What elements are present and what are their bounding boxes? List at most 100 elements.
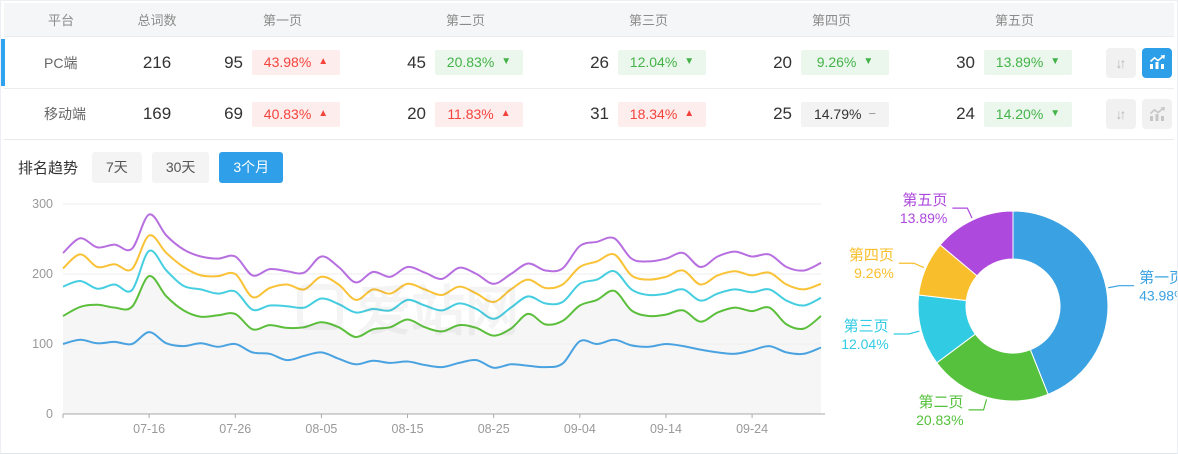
tab-7days[interactable]: 7天 [92,152,142,183]
table-header: 平台 总词数 第一页 第二页 第三页 第四页 第五页 [4,3,1174,36]
svg-text:第一页: 第一页 [1139,269,1178,287]
pct-value: 20.83% [446,54,495,70]
trend-arrow-icon: ▼ [1050,107,1061,119]
trend-arrow-icon: ▲ [318,107,329,119]
svg-text:08-05: 08-05 [305,422,337,436]
svg-text:09-14: 09-14 [650,422,682,436]
col-header-page4: 第四页 [811,13,851,28]
svg-text:12.04%: 12.04% [841,336,888,352]
platform-label: PC端 [44,54,78,71]
page3-pct-badge: 18.34% ▲ [618,101,706,127]
pct-value: 18.34% [629,105,678,122]
page4-pct-badge: 14.79% − [801,101,889,127]
page4-pct-badge: 9.26% ▼ [801,50,889,75]
sort-toggle-button[interactable]: ↓↑ [1106,47,1136,78]
col-header-page2: 第二页 [445,13,485,28]
sort-toggle-button[interactable]: ↓↑ [1106,99,1136,129]
line-chart-canvas: 0 100 200 300 07-16 07-26 08-05 08-15 08-25 09-04… [32,197,825,436]
page4-count: 20 [773,52,792,72]
sort-arrows-icon: ↓↑ [1115,54,1127,71]
page2-count: 45 [407,52,426,72]
col-header-page1: 第一页 [262,13,302,28]
trend-arrow-icon: − [868,106,877,121]
col-header-platform: 平台 [48,13,75,28]
pct-value: 9.26% [816,54,857,70]
page1-count: 69 [224,104,243,123]
page4-cell: 20 9.26% ▼ [740,50,923,75]
tab-3months[interactable]: 3个月 [219,152,284,183]
page5-cell: 24 14.20% ▼ [923,101,1106,127]
page3-count: 26 [590,52,609,72]
tab-30days[interactable]: 30天 [151,152,210,183]
page1-count: 95 [224,52,243,72]
ranking-table: 平台 总词数 第一页 第二页 第三页 第四页 第五页 PC端 216 95 43… [1,3,1174,140]
table-row-pc[interactable]: PC端 216 95 43.98% ▲ 45 20.83% ▼ 26 12.04% ▼… [1,36,1174,88]
pct-value: 14.20% [995,105,1044,122]
svg-text:43.98%: 43.98% [1139,288,1178,304]
page3-cell: 31 18.34% ▲ [557,101,740,127]
trend-arrow-icon: ▼ [863,56,874,67]
trend-title: 排名趋势 [18,160,79,177]
page1-pct-badge: 43.98% ▲ [252,50,340,75]
table-row-mobile[interactable]: 移动端 169 69 40.83% ▲ 20 11.83% ▲ 31 18.34% ▲… [4,88,1174,140]
page2-cell: 45 20.83% ▼ [374,50,557,75]
svg-text:08-25: 08-25 [478,422,510,436]
trend-arrow-icon: ▼ [1050,56,1061,67]
ranking-trend-line-chart: 0 100 200 300 07-16 07-26 08-05 08-15 08-25 09-04… [1,193,841,448]
total-words-value: 216 [142,52,172,72]
col-header-page3: 第三页 [628,13,668,28]
svg-text:第二页: 第二页 [919,393,964,411]
svg-text:300: 300 [32,197,53,211]
pct-value: 14.79% [813,105,862,122]
svg-text:07-26: 07-26 [219,422,251,436]
col-header-total: 总词数 [137,13,177,28]
svg-text:0: 0 [46,407,53,421]
svg-text:20.83%: 20.83% [916,412,963,428]
trend-arrow-icon: ▲ [318,56,329,67]
trend-arrow-icon: ▲ [684,107,695,119]
page4-cell: 25 14.79% − [740,101,923,127]
page2-pct-badge: 20.83% ▼ [435,50,523,75]
svg-text:第四页: 第四页 [849,246,894,264]
chart-trend-icon [1149,55,1165,69]
trend-section-header: 排名趋势 7天 30天 3个月 [18,152,284,183]
sort-arrows-icon: ↓↑ [1115,106,1127,122]
page1-cell: 95 43.98% ▲ [191,50,374,75]
page2-cell: 20 11.83% ▲ [374,101,557,127]
page5-count: 30 [956,52,975,72]
svg-text:200: 200 [32,267,53,281]
col-header-page5: 第五页 [994,13,1034,28]
page5-pct-badge: 13.89% ▼ [984,50,1072,75]
svg-text:07-16: 07-16 [133,422,165,436]
svg-text:13.89%: 13.89% [900,210,947,226]
page1-cell: 69 40.83% ▲ [191,101,374,127]
page3-count: 31 [590,104,609,123]
pct-value: 11.83% [447,105,494,122]
page4-count: 25 [773,104,792,123]
page5-pct-badge: 14.20% ▼ [984,101,1072,127]
trend-chart-button[interactable] [1142,47,1172,78]
svg-text:第三页: 第三页 [844,317,889,335]
trend-arrow-icon: ▼ [501,56,512,67]
pct-value: 40.83% [263,105,312,122]
page5-cell: 30 13.89% ▼ [923,50,1106,75]
page1-pct-badge: 40.83% ▲ [252,101,340,127]
trend-chart-button[interactable] [1142,99,1172,129]
svg-text:09-24: 09-24 [736,422,768,436]
pct-value: 12.04% [629,54,678,70]
svg-text:9.26%: 9.26% [854,265,894,281]
page5-count: 24 [956,104,975,123]
chart-trend-icon [1149,106,1165,121]
trend-arrow-icon: ▼ [684,56,695,67]
platform-label: 移动端 [44,106,86,122]
trend-arrow-icon: ▲ [500,107,511,119]
page2-count: 20 [407,104,426,123]
total-words-value: 169 [142,104,172,123]
svg-text:09-04: 09-04 [564,422,596,436]
svg-text:100: 100 [32,337,53,351]
pct-value: 43.98% [263,54,312,70]
page2-pct-badge: 11.83% ▲ [435,101,523,127]
svg-text:08-15: 08-15 [392,422,424,436]
